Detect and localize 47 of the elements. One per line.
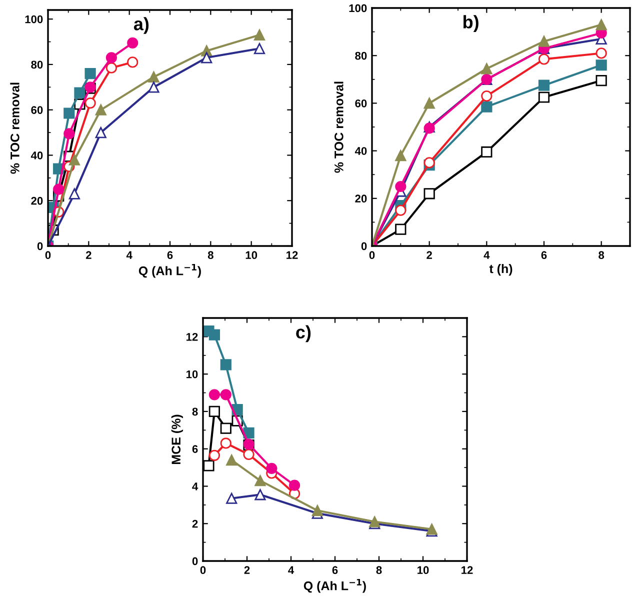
- x-axis-title: t (h): [489, 264, 512, 276]
- x-tick-label: 12: [286, 251, 298, 259]
- annotation: a): [134, 17, 149, 34]
- y-tick-label: 80: [31, 60, 43, 69]
- y-tick-label: 40: [30, 152, 43, 160]
- x-tick-label: 2: [426, 251, 432, 259]
- x-tick-label: 4: [484, 251, 490, 259]
- x-tick-label: 0: [369, 251, 375, 260]
- y-tick-label: 4: [192, 482, 198, 490]
- x-axis-title: Q (Ah L$^{−1}$): [304, 578, 366, 593]
- y-tick-label: 12: [186, 332, 198, 341]
- x-tick-label: 6: [332, 566, 338, 574]
- x-tick-label: 0: [200, 566, 206, 574]
- x-tick-label: 2: [86, 251, 92, 259]
- y-tick-label: 100: [25, 15, 43, 24]
- x-tick-label: 6: [541, 251, 547, 260]
- x-tick-label: 8: [598, 251, 604, 260]
- y-tick-label: 40: [354, 147, 367, 155]
- x-tick-label: 4: [126, 251, 132, 259]
- y-tick-label: 8: [192, 408, 198, 416]
- x-tick-label: 2: [244, 566, 250, 574]
- y-axis-title: % TOC removal: [334, 82, 344, 173]
- y-tick-label: 20: [355, 194, 367, 203]
- x-tick-label: 12: [462, 566, 473, 574]
- y-tick-label: 0: [361, 242, 367, 250]
- x-tick-label: 0: [45, 251, 51, 260]
- y-tick-label: 0: [37, 242, 43, 250]
- x-tick-label: 10: [418, 566, 429, 574]
- y-axis-title: MCE (%): [171, 414, 184, 464]
- y-tick-label: 20: [31, 196, 43, 205]
- y-axis-title: % TOC removal: [10, 82, 20, 174]
- y-tick-label: 6: [192, 445, 198, 453]
- x-tick-label: 8: [376, 566, 382, 574]
- annotation: b): [463, 15, 478, 32]
- x-tick-label: 10: [246, 251, 258, 260]
- annotation: c): [296, 325, 311, 342]
- x-tick-label: 8: [208, 251, 214, 260]
- y-tick-label: 100: [349, 4, 367, 12]
- y-tick-label: 80: [355, 52, 367, 60]
- y-tick-label: 2: [192, 520, 198, 528]
- x-axis-title: Q (Ah L$^{−1}$): [138, 264, 201, 278]
- y-tick-label: 0: [192, 557, 198, 566]
- y-tick-label: 10: [186, 370, 198, 378]
- x-tick-label: 4: [288, 566, 294, 574]
- x-tick-label: 6: [167, 251, 173, 260]
- y-tick-label: 60: [355, 99, 367, 108]
- y-tick-label: 60: [31, 106, 43, 114]
